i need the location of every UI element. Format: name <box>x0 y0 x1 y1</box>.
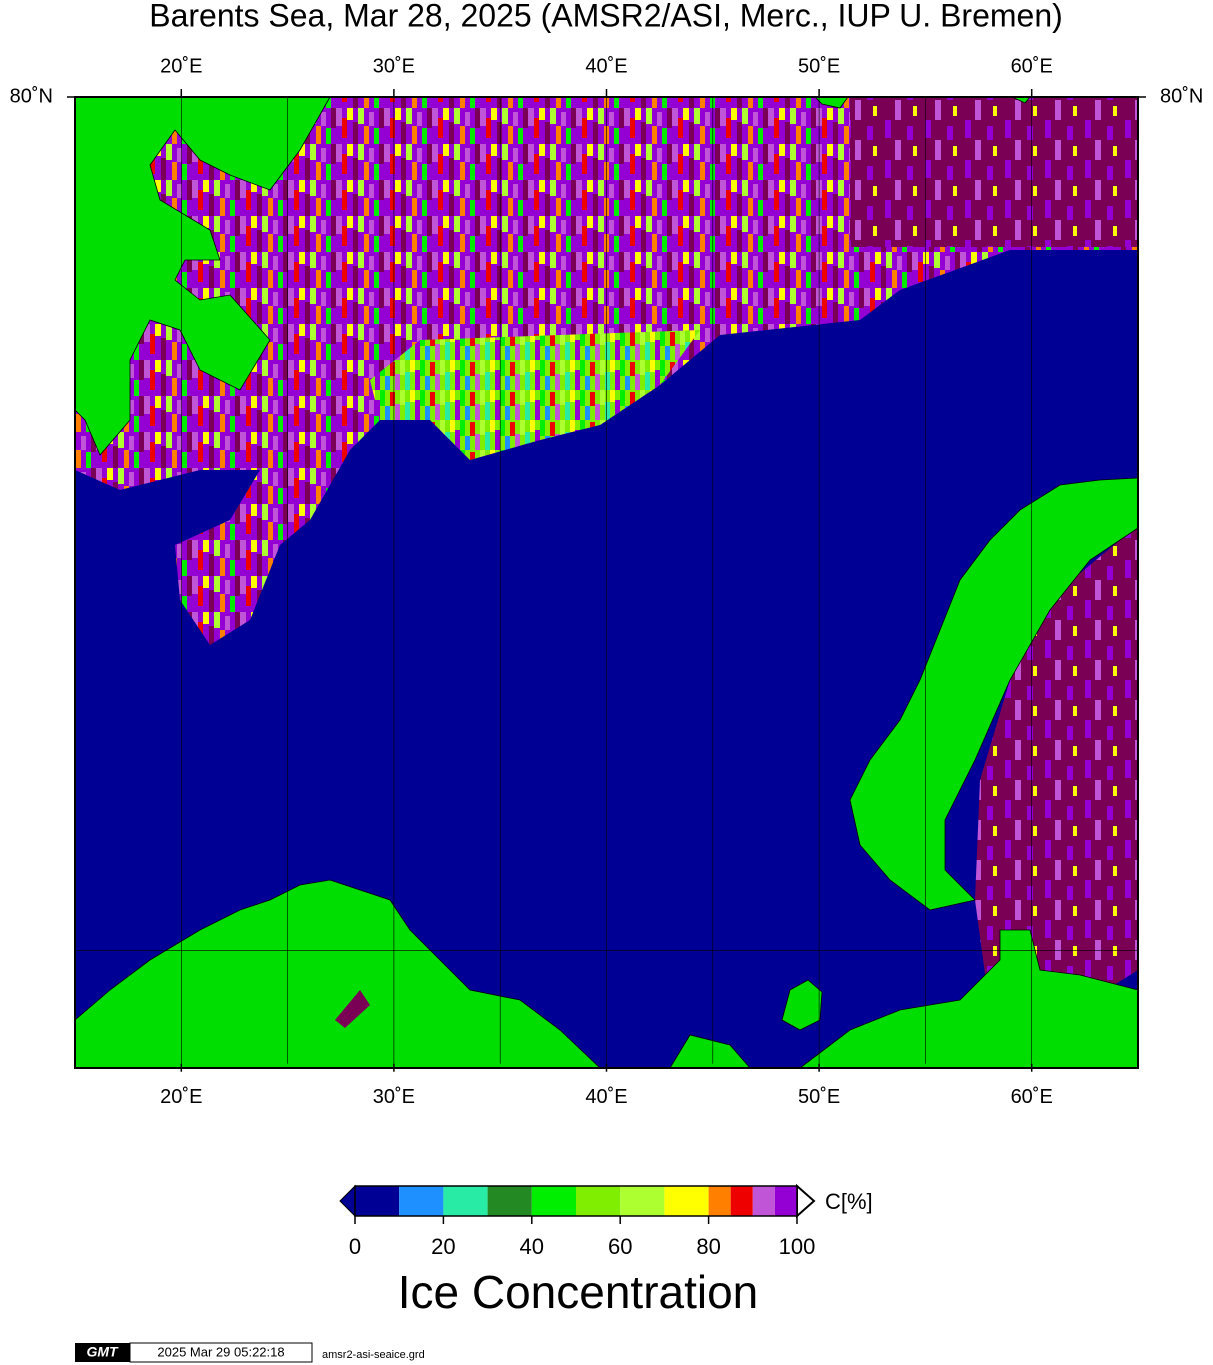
x-tick-label: 40˚E <box>585 1086 627 1108</box>
logo-box <box>75 1343 130 1362</box>
map-title: Barents Sea, Mar 28, 2025 (AMSR2/ASI, Me… <box>149 0 1063 33</box>
kara-ice <box>975 525 1138 1025</box>
colorbar-bin <box>531 1186 576 1216</box>
colorbar-bin <box>620 1186 665 1216</box>
colorbar-bin <box>708 1186 731 1216</box>
colorbar-tick-label: 20 <box>431 1234 455 1259</box>
colorbar-unit: C[%] <box>825 1189 873 1214</box>
x-tick-label: 50˚E <box>798 55 840 77</box>
novaya-zemlya <box>849 477 1139 911</box>
colorbar: 0 20 40 60 80 100 <box>339 1183 816 1259</box>
colorbar-bin <box>443 1186 488 1216</box>
colorbar-tick-label: 100 <box>779 1234 816 1259</box>
source-file: amsr2-asi-seaice.grd <box>322 1349 425 1361</box>
colorbar-under-arrow <box>339 1184 356 1218</box>
footer: GMT 2025 Mar 29 05:22:18 amsr2-asi-seaic… <box>75 1342 425 1363</box>
x-tick-label: 60˚E <box>1011 1086 1053 1108</box>
x-tick-label: 20˚E <box>160 55 202 77</box>
y-tick-label: 80˚N <box>10 85 53 107</box>
x-tick-label: 30˚E <box>373 1086 415 1108</box>
svalbard <box>74 96 331 456</box>
colorbar-tick-label: 40 <box>520 1234 544 1259</box>
colorbar-label: Ice Concentration <box>398 1266 759 1318</box>
colorbar-bin <box>730 1186 753 1216</box>
kola-coast <box>74 879 602 1069</box>
colorbar-tick-label: 80 <box>696 1234 720 1259</box>
colorbar-bin <box>399 1186 444 1216</box>
x-tick-label: 50˚E <box>798 1086 840 1108</box>
x-tick-label: 30˚E <box>373 55 415 77</box>
colorbar-over-arrow <box>796 1183 816 1219</box>
colorbar-bin <box>664 1186 709 1216</box>
colorbar-bin <box>752 1186 775 1216</box>
colorbar-bin <box>774 1186 797 1216</box>
timestamp: 2025 Mar 29 05:22:18 <box>157 1344 284 1359</box>
logo: GMT <box>86 1344 119 1360</box>
colorbar-bin <box>355 1186 400 1216</box>
graticule <box>75 97 1138 1064</box>
colorbar-tick-label: 60 <box>608 1234 632 1259</box>
x-tick-label: 20˚E <box>160 1086 202 1108</box>
colorbar-bin <box>576 1186 621 1216</box>
colorbar-bin <box>487 1186 532 1216</box>
lake <box>335 990 370 1028</box>
y-tick-label: 80˚N <box>1160 85 1203 107</box>
ice-edge <box>370 330 700 460</box>
timestamp-box <box>129 1342 313 1363</box>
x-tick-label: 40˚E <box>585 55 627 77</box>
x-tick-label: 60˚E <box>1011 55 1053 77</box>
kolguev <box>781 979 823 1031</box>
colorbar-frame <box>354 1185 798 1217</box>
colorbar-tick-label: 0 <box>349 1234 361 1259</box>
thick-ice <box>850 97 1138 247</box>
